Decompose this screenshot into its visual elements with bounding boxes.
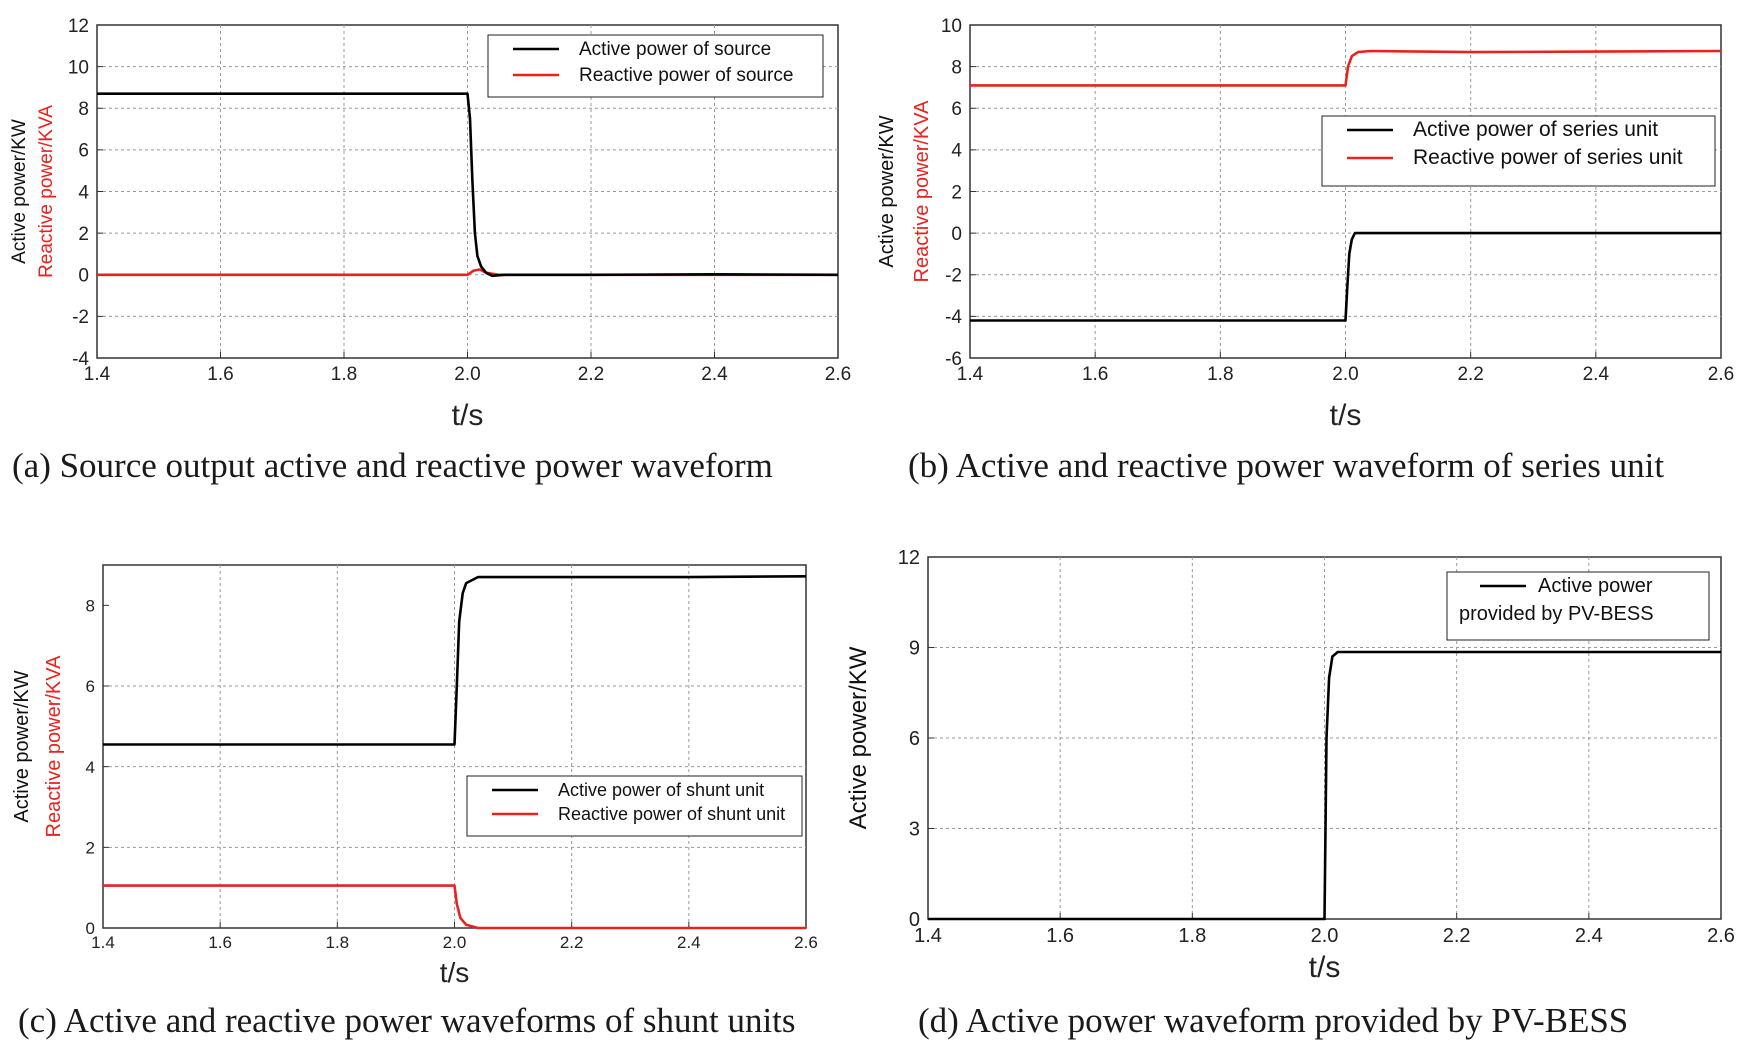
x-axis-label: t/s bbox=[1309, 951, 1341, 984]
legend: Active power of shunt unit Reactive power… bbox=[466, 775, 803, 837]
caption-c: (c) Active and reactive power waveforms … bbox=[18, 1001, 796, 1040]
y-tick-label: 12 bbox=[898, 547, 920, 569]
series-line-active bbox=[970, 231, 1721, 322]
x-tick-label: 1.4 bbox=[914, 925, 942, 947]
x-tick-label: 1.8 bbox=[326, 933, 350, 952]
legend-box bbox=[487, 34, 824, 98]
legend-label-active: Active power of series unit bbox=[1413, 118, 1658, 141]
x-axis-label: t/s bbox=[1330, 399, 1362, 432]
y-tick-label: 6 bbox=[951, 99, 962, 120]
caption-b: (b) Active and reactive power waveform o… bbox=[908, 446, 1665, 485]
series-line-active bbox=[103, 575, 807, 746]
legend-box bbox=[466, 775, 803, 837]
y-tick-label: 2 bbox=[78, 224, 89, 245]
y-tick-label: 4 bbox=[86, 758, 95, 777]
legend-label-active: Active power of source bbox=[579, 39, 771, 60]
y-tick-label: 8 bbox=[86, 596, 95, 615]
x-tick-label: 2.0 bbox=[1332, 364, 1358, 385]
y-tick-label: 10 bbox=[941, 16, 962, 37]
y-tick-label: 6 bbox=[86, 677, 95, 696]
y-tick-label: 4 bbox=[951, 141, 962, 162]
legend-label-reactive: Reactive power of source bbox=[579, 65, 793, 86]
x-tick-label: 1.6 bbox=[1046, 925, 1074, 947]
legend-label-line1: Active power bbox=[1538, 575, 1653, 597]
x-tick-label: 2.4 bbox=[1575, 925, 1603, 947]
x-tick-label: 2.2 bbox=[578, 364, 604, 385]
y-tick-label: -4 bbox=[945, 307, 962, 328]
legend-box bbox=[1321, 115, 1716, 187]
x-tick-label: 2.4 bbox=[701, 364, 728, 385]
chart-c: 1.4 1.6 1.8 2.0 2.2 2.4 2.6 0 2 4 6 8 t/s Active powe… bbox=[11, 564, 818, 988]
caption-a: (a) Source output active and reactive po… bbox=[12, 446, 773, 485]
x-tick-label: 1.4 bbox=[84, 364, 111, 385]
legend-label-line2: provided by PV-BESS bbox=[1459, 603, 1654, 625]
y-tick-label: 2 bbox=[86, 838, 95, 857]
y-axis-label-reactive: Reactive power/KVA bbox=[36, 105, 57, 278]
series-line-reactive bbox=[970, 49, 1722, 87]
y-axis-label-reactive: Reactive power/KVA bbox=[43, 655, 65, 838]
series-line-active bbox=[97, 92, 839, 278]
y-tick-label: 0 bbox=[78, 266, 89, 287]
x-axis-label: t/s bbox=[452, 399, 484, 432]
y-axis-label-reactive: Reactive power/KVA bbox=[911, 100, 933, 283]
legend: Active power of series unit Reactive powe… bbox=[1321, 115, 1716, 187]
y-tick-label: 0 bbox=[951, 224, 962, 245]
x-tick-label: 1.8 bbox=[1178, 925, 1206, 947]
y-tick-label: 9 bbox=[909, 638, 920, 660]
x-tick-label: 1.6 bbox=[208, 933, 232, 952]
x-tick-label: 1.4 bbox=[91, 933, 115, 952]
x-tick-label: 2.6 bbox=[1708, 364, 1734, 385]
chart-d: 1.4 1.6 1.8 2.0 2.2 2.4 2.6 0 3 6 9 12 t/s Active pow… bbox=[845, 547, 1735, 984]
caption-d: (d) Active power waveform provided by PV… bbox=[918, 1001, 1629, 1040]
y-tick-label: 4 bbox=[78, 182, 89, 203]
legend-label-active: Active power of shunt unit bbox=[558, 780, 764, 800]
legend: Active power provided by PV-BESS bbox=[1446, 571, 1710, 641]
y-tick-label: 6 bbox=[78, 141, 89, 162]
x-tick-label: 2.2 bbox=[1457, 364, 1483, 385]
y-tick-label: 2 bbox=[951, 182, 962, 203]
x-axis-label: t/s bbox=[440, 957, 470, 988]
y-tick-label: 8 bbox=[951, 57, 962, 78]
x-tick-label: 2.2 bbox=[1443, 925, 1471, 947]
y-axis-label-active: Active power/KW bbox=[9, 119, 30, 264]
x-tick-label: 1.8 bbox=[331, 364, 357, 385]
y-tick-label: 10 bbox=[68, 57, 89, 78]
x-tick-label: 2.4 bbox=[677, 933, 701, 952]
y-axis-label-active: Active power/KW bbox=[876, 115, 898, 267]
y-tick-label: -2 bbox=[72, 307, 89, 328]
y-tick-label: 0 bbox=[86, 919, 95, 938]
x-tick-label: 2.6 bbox=[1707, 925, 1735, 947]
legend-label-reactive: Reactive power of shunt unit bbox=[558, 804, 785, 824]
x-tick-label: 1.4 bbox=[957, 364, 984, 385]
chart-b: 1.4 1.6 1.8 2.0 2.2 2.4 2.6 -6 -4 -2 0 2 4 6 8 10 t/s Act… bbox=[876, 16, 1734, 432]
y-tick-label: 0 bbox=[909, 909, 920, 931]
legend-box bbox=[1446, 571, 1710, 641]
x-tick-label: 2.6 bbox=[825, 364, 851, 385]
x-tick-label: 2.0 bbox=[443, 933, 467, 952]
y-tick-label: -2 bbox=[945, 266, 962, 287]
x-tick-label: 1.6 bbox=[1082, 364, 1108, 385]
x-tick-label: 2.0 bbox=[454, 364, 480, 385]
x-tick-label: 2.4 bbox=[1583, 364, 1610, 385]
y-axis-label-active: Active power/KW bbox=[845, 646, 872, 829]
x-tick-label: 1.6 bbox=[207, 364, 233, 385]
y-tick-label: 3 bbox=[909, 819, 920, 841]
x-tick-label: 2.0 bbox=[1311, 925, 1339, 947]
x-tick-label: 2.6 bbox=[794, 933, 818, 952]
legend: Active power of source Reactive power of … bbox=[487, 34, 824, 98]
y-tick-label: -4 bbox=[72, 349, 89, 370]
x-tick-label: 2.2 bbox=[560, 933, 584, 952]
y-tick-label: -6 bbox=[945, 349, 962, 370]
y-tick-label: 8 bbox=[78, 99, 89, 120]
y-tick-label: 12 bbox=[68, 16, 89, 37]
series-line-reactive bbox=[103, 884, 806, 930]
y-tick-label: 6 bbox=[909, 728, 920, 750]
y-axis-label-active: Active power/KW bbox=[11, 670, 33, 822]
x-tick-label: 1.8 bbox=[1207, 364, 1233, 385]
legend-label-reactive: Reactive power of series unit bbox=[1413, 146, 1683, 169]
series-line-active bbox=[928, 650, 1721, 921]
chart-a: 1.4 1.6 1.8 2.0 2.2 2.4 2.6 -4 -2 0 2 4 6 8 10 12 t/s Act… bbox=[9, 16, 851, 432]
